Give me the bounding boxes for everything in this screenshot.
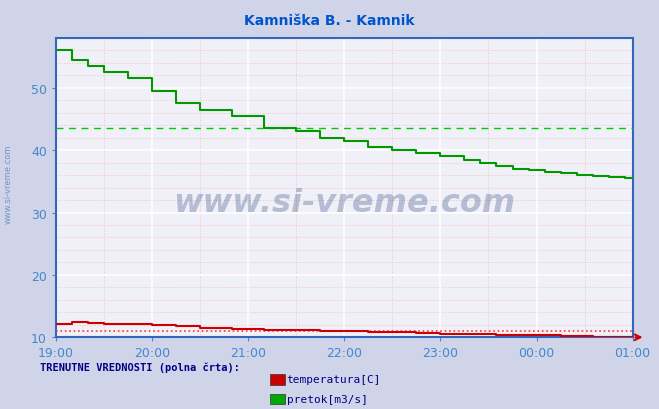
Text: TRENUTNE VREDNOSTI (polna črta):: TRENUTNE VREDNOSTI (polna črta):: [40, 362, 239, 373]
Text: Kamniška B. - Kamnik: Kamniška B. - Kamnik: [244, 14, 415, 28]
Text: pretok[m3/s]: pretok[m3/s]: [287, 394, 368, 404]
Text: www.si-vreme.com: www.si-vreme.com: [3, 144, 13, 224]
Text: www.si-vreme.com: www.si-vreme.com: [173, 188, 515, 218]
Text: temperatura[C]: temperatura[C]: [287, 375, 381, 384]
